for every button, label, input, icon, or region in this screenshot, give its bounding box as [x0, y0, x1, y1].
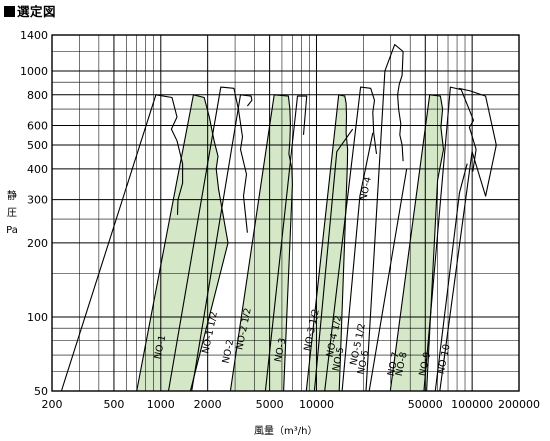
curve-label-no-9: NO-9: [417, 351, 433, 377]
axes: [51, 34, 520, 392]
x-tick-label: 100000: [451, 398, 493, 411]
curve-label-no-3: NO-3: [273, 337, 289, 363]
curve-label-no-5: NO-5: [331, 346, 347, 372]
x-tick-label: 1000: [147, 398, 175, 411]
y-axis-label-line-3: Pa: [6, 225, 18, 236]
y-axis-label-line-1: 静: [7, 191, 17, 202]
curve-no-2-1-2: [191, 94, 253, 392]
curve-no-1: [60, 94, 184, 392]
x-tick-label: 5000: [256, 398, 284, 411]
x-tick-label: 500: [103, 398, 124, 411]
figure-title-text: 選定図: [17, 4, 57, 19]
x-tick-label: 10000: [299, 398, 334, 411]
y-tick-label: 200: [27, 237, 48, 250]
curve-label-no-2: NO-2: [221, 338, 237, 364]
figure-title: 選定図: [4, 1, 56, 20]
y-tick-label: 300: [27, 194, 48, 207]
y-tick-label: 600: [27, 120, 48, 133]
curve-no-1-1-2: [136, 94, 229, 392]
curve-no-2: [167, 86, 248, 392]
curve-no-3-1-2: [264, 95, 308, 392]
x-tick-label: 200: [42, 398, 63, 411]
curve-no-6: [365, 44, 404, 392]
x-tick-label: 2000: [194, 398, 222, 411]
curve-no-4: [305, 94, 349, 392]
y-axis-label-line-2: 圧: [7, 208, 17, 219]
y-tick-label: 1000: [20, 65, 48, 78]
curve-no-9: [423, 86, 477, 392]
y-tick-label: 50: [34, 385, 48, 398]
curve-no-10-outer: [439, 87, 497, 392]
fan-curves: [60, 44, 497, 392]
curve-no-5: [324, 86, 378, 392]
title-square-icon: [4, 6, 15, 17]
curve-label-no-4: NO-4: [358, 176, 374, 202]
x-axis-label: 風量（m³/h）: [254, 426, 318, 437]
plot-frame: [51, 34, 520, 392]
y-tick-label: 1400: [20, 29, 48, 42]
curve-no-8: [389, 94, 445, 392]
curve-label-no-6: NO-6: [356, 349, 372, 375]
x-tick-label: 50000: [408, 398, 443, 411]
curve-label-no-10: NO-10: [436, 343, 453, 375]
y-tick-label: 400: [27, 163, 48, 176]
y-tick-label: 100: [27, 311, 48, 324]
curve-label-no-8: NO-8: [394, 351, 410, 377]
y-tick-label: 500: [27, 139, 48, 152]
curve-label-no-7: NO-7: [386, 351, 402, 377]
curve-no-7: [368, 168, 408, 392]
curve-labels: NO-1 NO-1 1/2 NO-2NO-2 1/2 NO-3 NO-3 1/2 NO-4…: [152, 176, 452, 377]
curve-no-3: [229, 94, 293, 392]
curve-no-4-1-2: [313, 128, 354, 392]
y-tick-label: 800: [27, 89, 48, 102]
curve-no-5-1-2: [341, 132, 374, 392]
curve-label-no-1: NO-1: [152, 334, 168, 360]
tick-labels: 200 500 1000 2000 5000 10000 50000 100000 200000…: [20, 29, 540, 411]
y-axis-label: 静 圧 Pa: [4, 188, 20, 239]
x-tick-label: 200000: [498, 398, 540, 411]
grid: [51, 34, 520, 392]
curve-no-10: [434, 163, 468, 392]
